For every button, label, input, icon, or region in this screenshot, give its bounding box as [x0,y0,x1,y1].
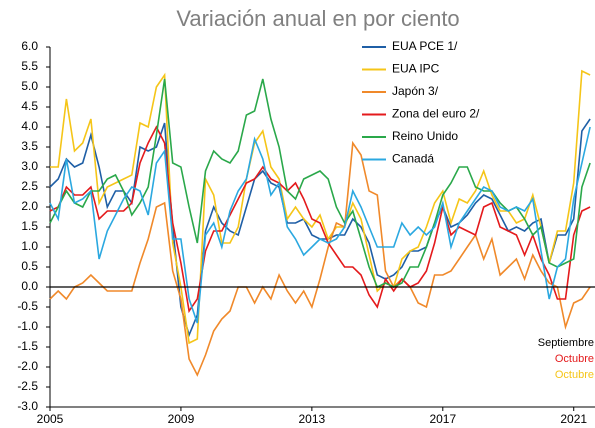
series-line [49,140,591,377]
y-tick-label: -3.0 [17,399,38,413]
y-tick-label: 0.5 [21,259,38,273]
y-tick-label: 4.5 [21,99,38,113]
y-tick-label: 3.0 [21,159,38,173]
y-tick-label: 5.0 [21,79,38,93]
y-tick-label: 2.0 [21,199,38,213]
legend-label: Japón 3/ [392,84,439,98]
y-tick-label: -1.5 [17,339,38,353]
legend-label: EUA PCE 1/ [392,39,458,53]
y-tick-label: 2.5 [21,179,38,193]
legend-label: Canadá [392,152,434,166]
series-line [49,78,591,289]
y-tick-label: -1.0 [17,319,38,333]
annotation: Octubre [555,369,594,381]
y-tick-label: 1.5 [21,219,38,233]
y-tick-label: 3.5 [21,139,38,153]
y-tick-label: -0.5 [17,299,38,313]
y-tick-label: 6.0 [21,39,38,53]
series-line [49,118,591,338]
x-tick-label: 2017 [429,412,456,426]
series-line [49,125,591,314]
y-tick-label: 1.0 [21,239,38,253]
legend-label: Reino Unido [392,129,458,143]
series-line [50,69,591,345]
y-tick-label: -2.0 [17,359,38,373]
annotation: Septiembre [538,337,594,349]
y-tick-label: 5.5 [21,59,38,73]
x-tick-label: 2005 [37,412,64,426]
series-line [49,126,591,324]
y-tick-label: -2.5 [17,379,38,393]
y-tick-label: 0.0 [21,279,38,293]
annotation: Octubre [555,353,594,365]
chart-subtitle: Variación anual en por ciento [176,6,459,31]
legend-label: EUA IPC [392,62,440,76]
x-tick-label: 2013 [299,412,326,426]
legend-label: Zona del euro 2/ [392,107,480,121]
x-tick-label: 2009 [168,412,195,426]
x-tick-label: 2021 [560,412,587,426]
y-tick-label: 4.0 [21,119,38,133]
